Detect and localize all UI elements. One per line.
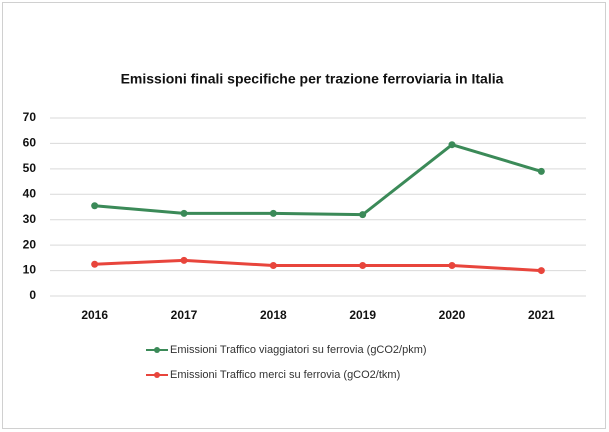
point — [537, 267, 545, 275]
legend-marker — [154, 347, 160, 353]
series-line — [94, 143, 542, 217]
point — [91, 260, 99, 268]
y-tick-label: 70 — [23, 110, 37, 124]
y-tick-label: 20 — [23, 237, 37, 251]
point — [180, 256, 188, 264]
chart-title: Emissioni finali specifiche per trazione… — [121, 71, 504, 87]
point — [537, 167, 545, 175]
x-tick-label: 2019 — [349, 308, 376, 322]
x-tick-label: 2018 — [260, 308, 287, 322]
x-tick-label: 2016 — [81, 308, 108, 322]
point — [359, 261, 367, 269]
point — [448, 261, 456, 269]
point — [91, 202, 99, 210]
y-tick-label: 50 — [23, 161, 37, 175]
x-tick-label: 2021 — [528, 308, 555, 322]
point — [269, 209, 277, 217]
legend-marker — [154, 372, 160, 378]
x-tick-label: 2017 — [171, 308, 198, 322]
point — [269, 261, 277, 269]
y-tick-label: 0 — [29, 288, 36, 302]
y-tick-label: 10 — [23, 263, 37, 277]
x-tick-label: 2020 — [439, 308, 466, 322]
point — [359, 211, 367, 219]
legend-label: Emissioni Traffico viaggiatori su ferrov… — [170, 344, 427, 356]
legend-label: Emissioni Traffico merci su ferrovia (gC… — [170, 369, 400, 381]
y-tick-label: 40 — [23, 186, 37, 200]
point — [448, 141, 456, 149]
series-line — [94, 258, 542, 273]
point — [180, 209, 188, 217]
y-tick-label: 30 — [23, 212, 37, 226]
y-tick-label: 60 — [23, 136, 37, 150]
